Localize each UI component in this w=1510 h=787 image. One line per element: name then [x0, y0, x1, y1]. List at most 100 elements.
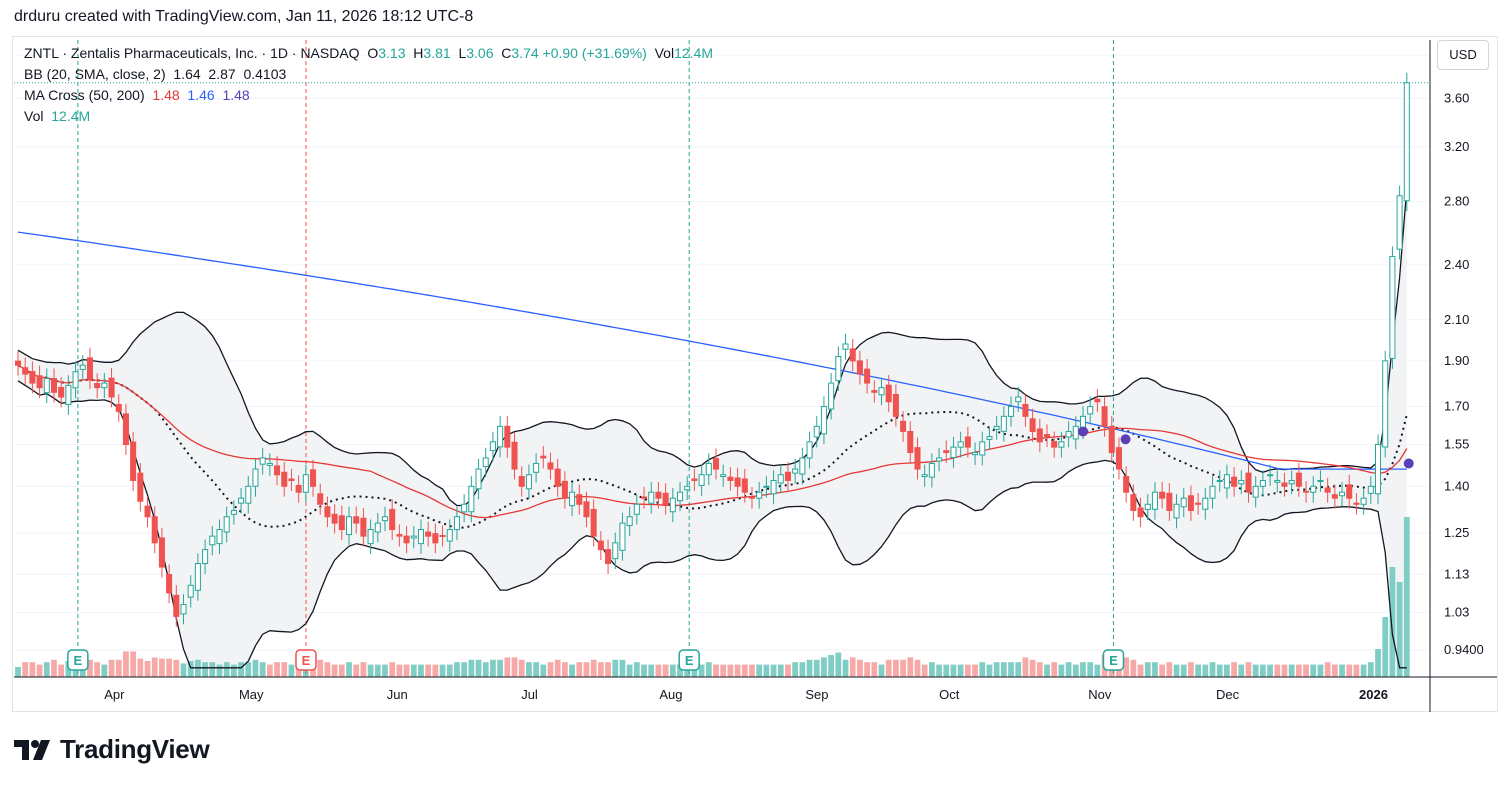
- volume-bar: [907, 657, 914, 677]
- candle-body: [417, 529, 424, 545]
- candle-body: [374, 522, 381, 533]
- volume-bar: [957, 664, 964, 677]
- volume-bar: [468, 659, 475, 677]
- volume-bar: [979, 662, 986, 677]
- currency-button[interactable]: USD: [1437, 40, 1489, 70]
- candle-body: [209, 535, 216, 546]
- candle-body: [1396, 195, 1403, 250]
- candle-body: [22, 367, 29, 375]
- volume-bar: [885, 659, 892, 677]
- candle-body: [58, 386, 65, 398]
- candle-body: [115, 403, 122, 412]
- volume-bar: [633, 662, 640, 677]
- candle-body: [79, 364, 86, 370]
- volume-bar: [216, 664, 223, 677]
- volume-bar: [1224, 664, 1230, 677]
- volume-bar: [950, 664, 957, 677]
- tradingview-logo-icon: [14, 739, 50, 760]
- volume-bar: [166, 658, 172, 677]
- candle-body: [1360, 497, 1367, 505]
- volume-bar: [22, 662, 29, 677]
- volume-bar: [223, 662, 230, 677]
- time-tick-label: Jun: [387, 687, 408, 702]
- candle-body: [230, 509, 237, 515]
- volume-bar: [202, 662, 208, 677]
- candle-body: [482, 457, 489, 468]
- time-tick-label: Jul: [521, 687, 538, 702]
- volume-bar: [1310, 664, 1317, 677]
- earnings-badge-box: [67, 649, 89, 671]
- volume-bar: [1137, 664, 1144, 677]
- candle-body: [892, 393, 899, 417]
- volume-bar: [187, 661, 194, 677]
- candle-body: [331, 513, 338, 524]
- legend-high: 3.81: [423, 45, 451, 61]
- volume-bar: [115, 659, 122, 677]
- volume-bar: [259, 662, 266, 677]
- candle-body: [288, 478, 295, 481]
- bollinger-band-fill: [18, 188, 1407, 668]
- candle-body: [1101, 406, 1108, 427]
- candle-body: [1187, 495, 1194, 511]
- candle-body: [734, 477, 741, 487]
- legend-vol-label: Vol: [654, 45, 675, 61]
- candle-body: [1274, 479, 1281, 483]
- candle-body: [597, 540, 604, 551]
- volume-bar: [482, 662, 489, 677]
- candle-body: [324, 506, 331, 518]
- volume-bar: [439, 664, 446, 677]
- candle-body: [389, 508, 396, 531]
- volume-bar: [849, 657, 856, 677]
- candle-body: [770, 479, 777, 495]
- candle-body: [1151, 491, 1158, 510]
- volume-bar: [720, 664, 727, 677]
- candle-body: [396, 534, 403, 537]
- candle-body: [1310, 485, 1317, 493]
- candle-body: [1051, 441, 1058, 448]
- candle-body: [1123, 476, 1130, 493]
- volume-bar: [338, 664, 345, 677]
- volume-bar: [583, 662, 590, 677]
- candle-body: [554, 468, 561, 487]
- volume-bar: [281, 662, 288, 677]
- candle-body: [353, 516, 360, 524]
- volume-bar: [130, 651, 137, 677]
- volume-bar: [1159, 664, 1166, 677]
- candle-body: [784, 471, 791, 481]
- candle-body: [950, 446, 957, 458]
- candle-body: [137, 472, 144, 502]
- candle-body: [1303, 490, 1310, 493]
- volume-bar: [936, 664, 942, 677]
- volume-bar: [914, 659, 921, 677]
- volume-bar: [346, 662, 352, 677]
- candle-body: [180, 603, 187, 615]
- volume-bar: [943, 664, 950, 677]
- volume-bar: [878, 664, 885, 677]
- legend-vol-line[interactable]: Vol 12.4M: [24, 108, 90, 124]
- volume-bar: [641, 664, 647, 677]
- legend-bb-line[interactable]: BB (20, SMA, close, 2) 1.64 2.87 0.4103: [24, 66, 286, 82]
- candle-body: [511, 441, 518, 470]
- volume-bar: [821, 657, 827, 677]
- candle-body: [856, 360, 863, 375]
- volume-bar: [360, 662, 367, 677]
- candle-body: [1072, 425, 1079, 440]
- volume-bar: [741, 664, 748, 677]
- volume-bar: [928, 662, 935, 677]
- volume-bar: [144, 661, 151, 677]
- candle-body: [1130, 494, 1137, 511]
- price-tick-label: 0.9400: [1444, 642, 1484, 657]
- price-tick-label: 2.10: [1444, 312, 1469, 327]
- legend-close: 3.74: [511, 45, 539, 61]
- legend-ma-line[interactable]: MA Cross (50, 200) 1.48 1.46 1.48: [24, 87, 250, 103]
- candle-body: [1058, 441, 1065, 448]
- candle-body: [1015, 396, 1022, 403]
- volume-bar: [964, 664, 971, 677]
- candle-body: [518, 476, 525, 487]
- volume-bar: [159, 658, 165, 677]
- volume-bar: [1317, 664, 1324, 677]
- volume-bar: [1044, 664, 1050, 677]
- volume-bars: [15, 517, 1410, 677]
- price-tick-label: 1.70: [1444, 399, 1469, 414]
